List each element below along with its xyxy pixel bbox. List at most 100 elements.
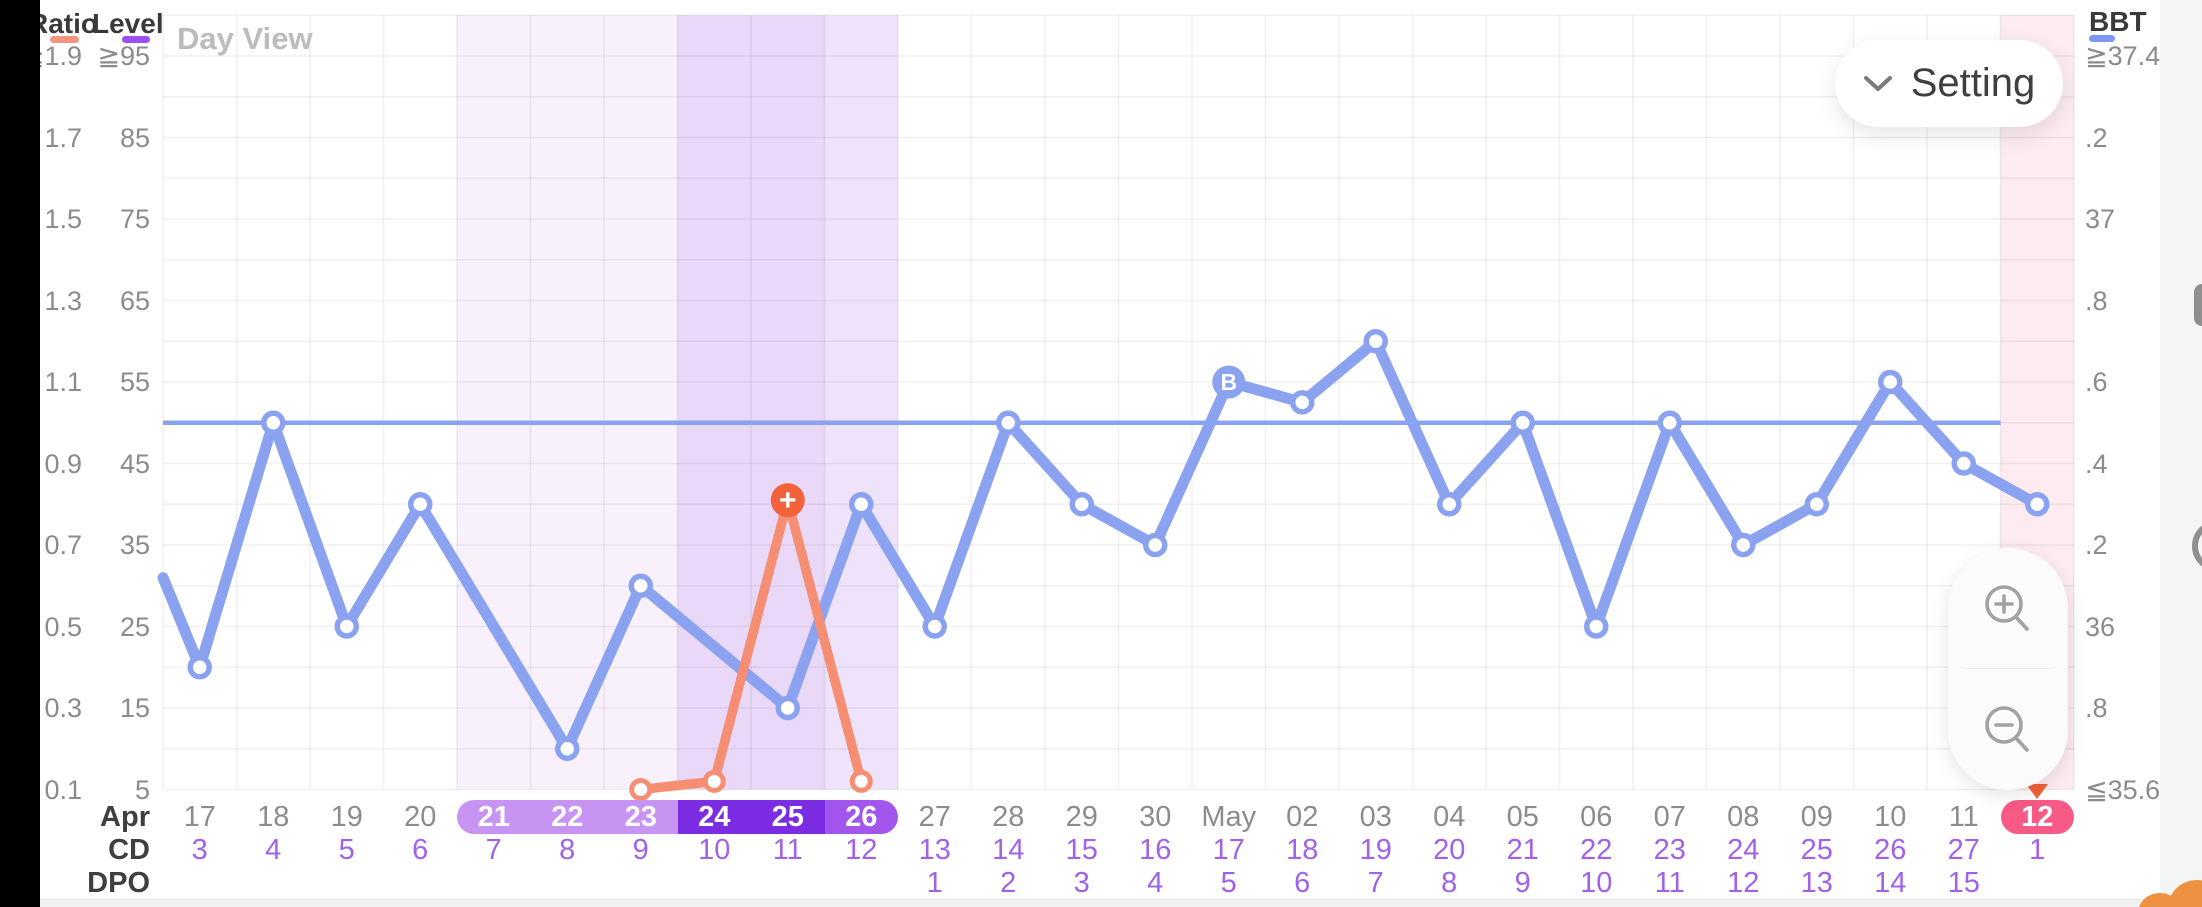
bbt-axis-label: .4 [2085, 448, 2108, 479]
bbt-data-point[interactable] [922, 614, 947, 639]
month-row-header: Apr [100, 801, 150, 833]
clipped-edge-icon[interactable] [2194, 284, 2202, 326]
dpo-value: 8 [1441, 867, 1458, 899]
ratio-line [636, 495, 866, 795]
cd-value: 26 [1874, 834, 1907, 866]
bbt-axis-label: ≧37.4 [2085, 41, 2161, 71]
dpo-value: 13 [1800, 867, 1833, 899]
cd-value: 21 [1506, 834, 1539, 866]
dpo-value: 6 [1294, 867, 1311, 899]
x-date-label[interactable]: May [1201, 801, 1257, 833]
x-date-label[interactable]: 09 [1800, 801, 1833, 833]
bbt-axis-label: .8 [2085, 693, 2108, 723]
band-fertile-window-light [457, 15, 678, 790]
zoom-in-button[interactable] [1948, 548, 2068, 669]
level-axis-label: 35 [119, 530, 150, 560]
pill-period-pill [2000, 800, 2074, 834]
cd-value: 17 [1212, 834, 1245, 866]
bbt-data-point[interactable] [1510, 410, 1535, 435]
bbt-data-point[interactable] [555, 736, 580, 761]
bbt-data-point[interactable] [408, 492, 433, 517]
bbt-data-point[interactable] [1363, 329, 1388, 354]
level-axis-label: ≧95 [97, 41, 150, 71]
x-date-label[interactable]: 18 [257, 801, 290, 833]
ratio-axis-label: 0.5 [44, 611, 82, 642]
bbt-badge-b[interactable] [1212, 365, 1246, 399]
bbt-axis-label: .2 [2085, 530, 2108, 560]
ratio-data-point[interactable] [629, 778, 653, 801]
bbt-data-point[interactable] [996, 410, 1021, 435]
bbt-data-point[interactable] [1143, 532, 1168, 558]
x-date-label[interactable]: 23 [624, 801, 657, 833]
x-date-label[interactable]: 22 [551, 801, 584, 833]
dpo-value: 5 [1220, 867, 1237, 899]
bbt-data-point[interactable] [2025, 492, 2050, 517]
level-legend-bar [122, 36, 150, 43]
ratio-axis-label: 1.1 [44, 367, 82, 397]
x-date-label[interactable]: 30 [1139, 801, 1172, 833]
bbt-data-point[interactable] [1731, 532, 1756, 558]
bbt-data-point[interactable] [628, 573, 653, 598]
x-date-label[interactable]: 06 [1580, 801, 1613, 833]
bbt-data-point[interactable] [775, 695, 800, 721]
x-date-label[interactable]: 02 [1286, 801, 1319, 833]
x-date-label[interactable]: 10 [1874, 801, 1907, 833]
bbt-data-point[interactable] [1951, 451, 1976, 476]
cd-value: 18 [1286, 834, 1319, 866]
x-date-label[interactable]: 25 [771, 801, 804, 833]
x-date-label[interactable]: 29 [1065, 801, 1098, 833]
x-date-label[interactable]: 24 [698, 801, 731, 833]
bbt-data-point[interactable] [1584, 614, 1609, 639]
bbt-data-point[interactable] [261, 410, 286, 435]
bbt-data-point[interactable] [1804, 492, 1829, 517]
x-date-label[interactable]: 26 [845, 801, 878, 833]
x-date-label[interactable]: 07 [1653, 801, 1686, 833]
bbt-data-point[interactable] [1878, 369, 1903, 395]
ratio-data-point[interactable] [849, 769, 873, 793]
bbt-data-point[interactable] [187, 655, 212, 680]
x-date-label[interactable]: 08 [1727, 801, 1760, 833]
x-date-label[interactable]: 20 [404, 801, 437, 833]
cd-value: 23 [1653, 834, 1686, 866]
ratio-data-point[interactable] [702, 769, 726, 793]
zoom-controls [1948, 548, 2068, 790]
cd-value: 22 [1580, 834, 1613, 866]
day-view-label: Day View [177, 21, 313, 56]
bbt-axis-label: 37 [2085, 204, 2116, 234]
setting-button-label: Setting [1910, 61, 2036, 105]
bbt-data-point[interactable] [1437, 492, 1462, 517]
bbt-data-point[interactable] [334, 614, 359, 639]
x-date-label[interactable]: 19 [330, 801, 363, 833]
x-date-label[interactable]: 03 [1359, 801, 1392, 833]
cd-value: 6 [412, 834, 429, 866]
x-date-label[interactable]: 12 [2021, 801, 2054, 833]
x-date-label[interactable]: 11 [1948, 801, 1979, 833]
dpo-value: 10 [1580, 867, 1613, 899]
ratio-badge-plus[interactable] [770, 483, 805, 518]
zoom-out-button[interactable] [1948, 669, 2068, 790]
x-date-label[interactable]: 28 [992, 801, 1025, 833]
setting-button[interactable]: Setting [1835, 40, 2063, 127]
ratio-axis-label: 0.9 [44, 448, 82, 479]
bbt-data-point[interactable] [1290, 390, 1315, 415]
ratio-axis-label: 1.5 [44, 204, 82, 234]
dpo-value: 4 [1147, 867, 1164, 899]
bbt-data-point[interactable] [849, 492, 874, 517]
x-date-label[interactable]: 05 [1506, 801, 1539, 833]
x-date-label[interactable]: 04 [1433, 801, 1466, 833]
bbt-data-point[interactable] [1657, 410, 1682, 435]
dpo-row-header: DPO [87, 867, 150, 899]
x-date-label[interactable]: 27 [918, 801, 951, 833]
level-axis-label: 65 [119, 285, 150, 316]
cd-value: 10 [698, 834, 731, 866]
dpo-value: 1 [926, 867, 943, 899]
bbt-data-point[interactable] [1069, 492, 1094, 517]
bbt-axis-label: ≦35.6 [2085, 774, 2161, 805]
x-date-label[interactable]: 17 [183, 801, 216, 833]
bbt-axis-label: 36 [2085, 611, 2116, 642]
dpo-value: 2 [1000, 867, 1017, 899]
x-date-label[interactable]: 21 [477, 801, 510, 833]
